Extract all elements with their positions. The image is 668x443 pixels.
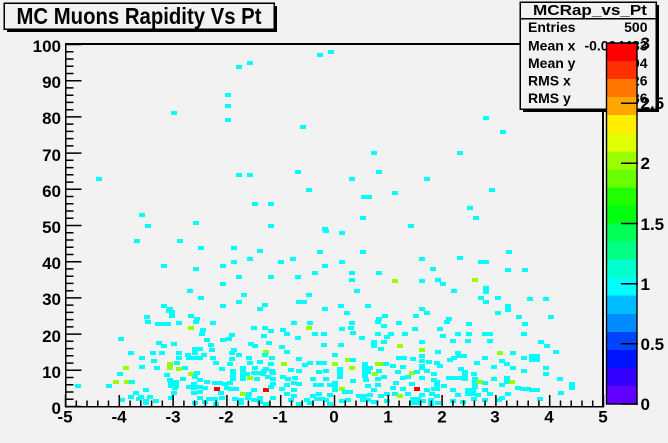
svg-text:2: 2 bbox=[437, 408, 446, 427]
svg-text:-3: -3 bbox=[165, 408, 180, 427]
svg-text:-1: -1 bbox=[272, 408, 287, 427]
svg-text:100: 100 bbox=[33, 37, 61, 56]
svg-text:-5: -5 bbox=[57, 408, 72, 427]
svg-text:5: 5 bbox=[598, 408, 607, 427]
svg-text:60: 60 bbox=[42, 182, 61, 201]
svg-text:4: 4 bbox=[544, 408, 554, 427]
svg-text:RMS x: RMS x bbox=[528, 73, 571, 89]
svg-text:MCRap_vs_Pt: MCRap_vs_Pt bbox=[533, 2, 647, 19]
svg-text:10: 10 bbox=[42, 363, 61, 382]
svg-text:MC Muons Rapidity Vs Pt: MC Muons Rapidity Vs Pt bbox=[17, 3, 262, 29]
svg-text:-2: -2 bbox=[218, 408, 233, 427]
svg-text:80: 80 bbox=[42, 109, 61, 128]
svg-text:0: 0 bbox=[52, 399, 61, 418]
svg-text:1.5: 1.5 bbox=[641, 215, 665, 234]
svg-text:30: 30 bbox=[42, 290, 61, 309]
svg-text:90: 90 bbox=[42, 73, 61, 92]
svg-text:20: 20 bbox=[42, 327, 61, 346]
svg-text:500: 500 bbox=[624, 19, 648, 35]
svg-text:-4: -4 bbox=[111, 408, 127, 427]
svg-text:3: 3 bbox=[490, 408, 499, 427]
svg-text:RMS y: RMS y bbox=[528, 90, 571, 106]
svg-text:0: 0 bbox=[641, 395, 650, 414]
svg-text:0.5: 0.5 bbox=[641, 335, 665, 354]
svg-text:40: 40 bbox=[42, 254, 61, 273]
svg-text:70: 70 bbox=[42, 146, 61, 165]
svg-text:1: 1 bbox=[383, 408, 392, 427]
svg-text:2: 2 bbox=[641, 154, 650, 173]
svg-text:Entries: Entries bbox=[528, 19, 576, 35]
svg-text:0: 0 bbox=[329, 408, 338, 427]
svg-text:3: 3 bbox=[641, 34, 650, 53]
svg-text:Mean y: Mean y bbox=[528, 55, 576, 71]
svg-text:50: 50 bbox=[42, 218, 61, 237]
svg-text:1: 1 bbox=[641, 275, 650, 294]
svg-text:2.5: 2.5 bbox=[641, 94, 665, 113]
svg-text:Mean x: Mean x bbox=[528, 38, 576, 54]
